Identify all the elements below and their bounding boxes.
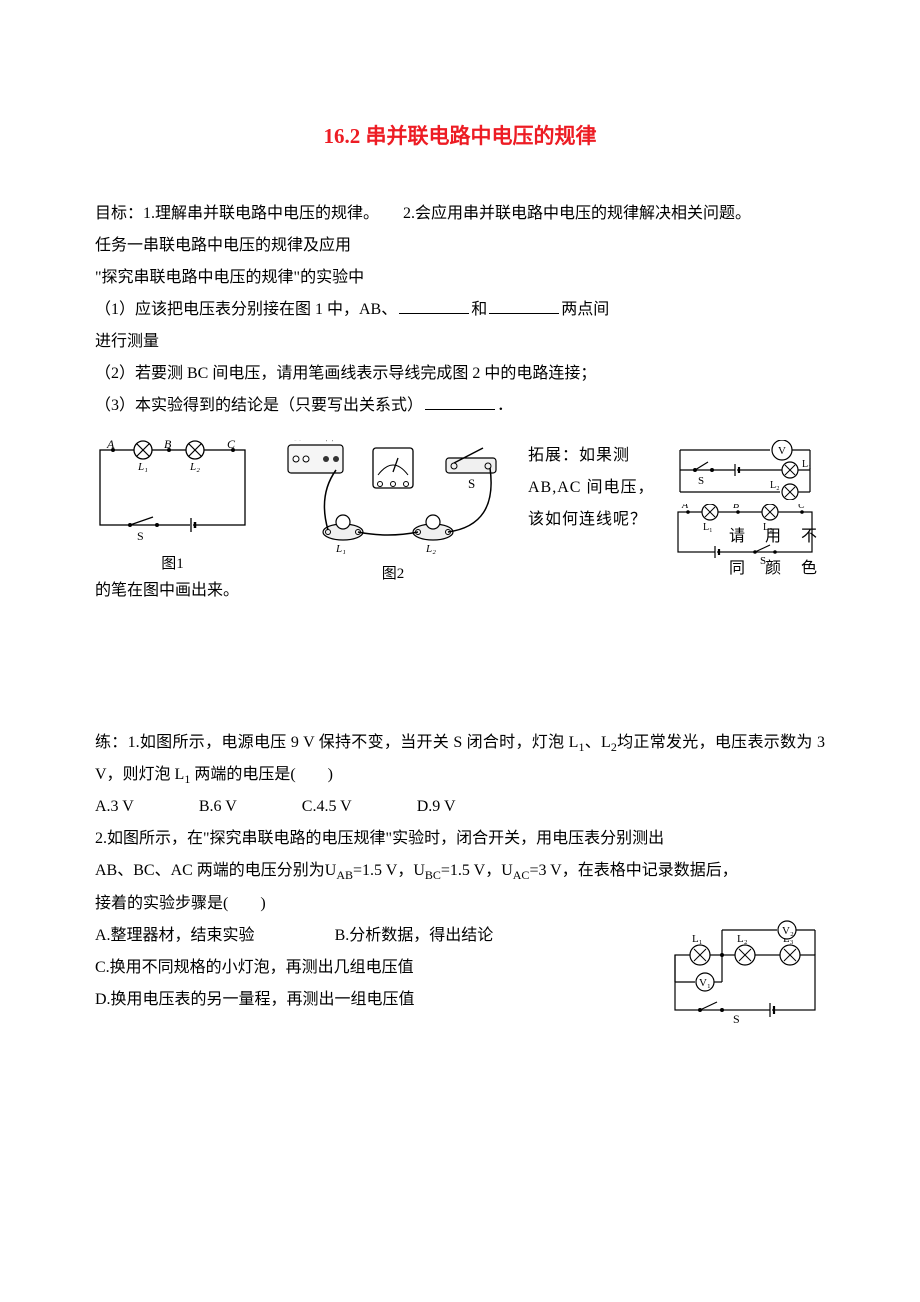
svg-text:- -: - -	[294, 440, 302, 444]
q1-cont4: 两端的电压是( )	[190, 766, 333, 783]
practice-q2-line3: 接着的实验步骤是( )	[95, 888, 825, 920]
item1: （1）应该把电压表分别接在图 1 中，AB、 和 两点间	[95, 294, 825, 326]
svg-text:V₁: V₁	[699, 977, 711, 989]
svg-text:B: B	[733, 504, 739, 511]
svg-text:S: S	[468, 476, 475, 491]
q1-option-b[interactable]: B.6 V	[199, 791, 237, 823]
sub-bc: BC	[425, 869, 441, 883]
q1-option-a[interactable]: A.3 V	[95, 791, 134, 823]
practice-q2-line1: 2.如图所示，在"探究串联电路的电压规律"实验时，闭合开关，用电压表分别测出	[95, 823, 825, 855]
q2-uac: =3 V，在表格中记录数据后，	[529, 862, 737, 879]
same-color-line: 同 颜 色	[729, 553, 825, 585]
apparatus-diagram-fig2: - - + + S L₁ L₂	[268, 440, 518, 560]
please-use-line: 请 用 不	[729, 521, 825, 553]
q1-option-d[interactable]: D.9 V	[417, 791, 456, 823]
item3: （3）本实验得到的结论是（只要写出关系式） ．	[95, 390, 825, 422]
svg-text:S: S	[698, 475, 704, 487]
q2-options-column: A.整理器材，结束实验 B.分析数据，得出结论 C.换用不同规格的小灯泡，再测出…	[95, 920, 657, 1016]
figure-1-container: A B C L₁ L₂ S 图1	[95, 440, 250, 573]
extension-line3: 该如何连线呢？	[528, 504, 670, 536]
extension-line2: AB,AC 间电压，	[528, 472, 670, 504]
q2-uab: =1.5 V，U	[353, 862, 425, 879]
item1-post: 两点间	[561, 301, 609, 318]
svg-text:L₁: L₁	[703, 522, 713, 533]
practice-q1: 练：1.如图所示，电源电压 9 V 保持不变，当开关 S 闭合时，灯泡 L1、L…	[95, 727, 825, 791]
fig2-caption: 图2	[268, 562, 518, 583]
q2-option-d[interactable]: D.换用电压表的另一量程，再测出一组电压值	[95, 984, 657, 1016]
svg-text:V: V	[778, 445, 786, 457]
item1-pre: （1）应该把电压表分别接在图 1 中，AB、	[95, 301, 397, 318]
item1-line2: 进行测量	[95, 326, 825, 358]
item2: （2）若要测 BC 间电压，请用笔画线表示导线完成图 2 中的电路连接；	[95, 358, 825, 390]
svg-text:S: S	[137, 529, 144, 543]
svg-text:L₁: L₁	[802, 459, 812, 470]
q1-option-c[interactable]: C.4.5 V	[302, 791, 352, 823]
svg-text:L₂: L₂	[189, 461, 200, 473]
practice-label: 练：1.如图所示，	[95, 734, 221, 751]
svg-text:L₁: L₁	[692, 933, 703, 945]
svg-text:L₂: L₂	[737, 933, 748, 945]
circuit-diagram-fig1: A B C L₁ L₂ S	[95, 440, 250, 550]
q2-option-a[interactable]: A.整理器材，结束实验	[95, 927, 255, 944]
svg-text:+ +: + +	[324, 440, 336, 444]
practice-q2-line2: AB、BC、AC 两端的电压分别为UAB=1.5 V，UBC=1.5 V，UAC…	[95, 855, 825, 887]
figures-row: A B C L₁ L₂ S 图1 - - + +	[95, 440, 825, 583]
svg-text:L₁: L₁	[335, 543, 346, 555]
figure-2-container: - - + + S L₁ L₂	[268, 440, 518, 583]
svg-text:L₂: L₂	[425, 543, 436, 555]
q2-ubc: =1.5 V，U	[441, 862, 513, 879]
item1-mid: 和	[471, 301, 487, 318]
goal-text: 目标：1.理解串并联电路中电压的规律。 2.会应用串并联电路中电压的规律解决相关…	[95, 198, 825, 230]
svg-text:V₂: V₂	[782, 925, 794, 937]
q2-option-b[interactable]: B.分析数据，得出结论	[335, 927, 494, 944]
q1-options: A.3 V B.6 V C.4.5 V D.9 V	[95, 791, 825, 823]
extension-line1: 拓展：如果测	[528, 440, 670, 472]
item3-post: ．	[497, 397, 513, 414]
svg-text:A: A	[681, 504, 689, 511]
q2-bottom-row: A.整理器材，结束实验 B.分析数据，得出结论 C.换用不同规格的小灯泡，再测出…	[95, 920, 825, 1025]
svg-text:L₂: L₂	[770, 480, 780, 491]
q1-cont1: 电源电压 9 V 保持不变，当开关 S 闭合时，灯泡 L	[221, 734, 578, 751]
sub-ac: AC	[513, 869, 530, 883]
fill-blank-2[interactable]	[489, 310, 559, 314]
q2-option-c[interactable]: C.换用不同规格的小灯泡，再测出几组电压值	[95, 952, 657, 984]
sub-ab: AB	[336, 869, 353, 883]
circuit-diagram-right-top: V S L₁ L₂	[670, 440, 820, 500]
fill-blank-3[interactable]	[425, 406, 495, 410]
task1-title: 任务一串联电路中电压的规律及应用	[95, 230, 825, 262]
q2-figure: L₁ L₂ L₃ V₂ V₁ S	[665, 920, 825, 1025]
q2-pre: AB、BC、AC 两端的电压分别为U	[95, 862, 336, 879]
svg-text:S: S	[733, 1012, 740, 1025]
fill-blank-1[interactable]	[399, 310, 469, 314]
fig1-caption: 图1	[95, 552, 250, 573]
svg-text:L₁: L₁	[137, 461, 148, 473]
item3-pre: （3）本实验得到的结论是（只要写出关系式）	[95, 397, 423, 414]
page-title: 16.2 串并联电路中电压的规律	[95, 120, 825, 150]
extension-text-column: 拓展：如果测 AB,AC 间电压， 该如何连线呢？	[518, 440, 670, 536]
task1-intro: "探究串联电路中电压的规律"的实验中	[95, 262, 825, 294]
q2-options-ab: A.整理器材，结束实验 B.分析数据，得出结论	[95, 920, 657, 952]
svg-text:C: C	[798, 504, 805, 511]
q1-cont2: 、L	[584, 734, 610, 751]
circuit-diagram-q2: L₁ L₂ L₃ V₂ V₁ S	[665, 920, 825, 1025]
